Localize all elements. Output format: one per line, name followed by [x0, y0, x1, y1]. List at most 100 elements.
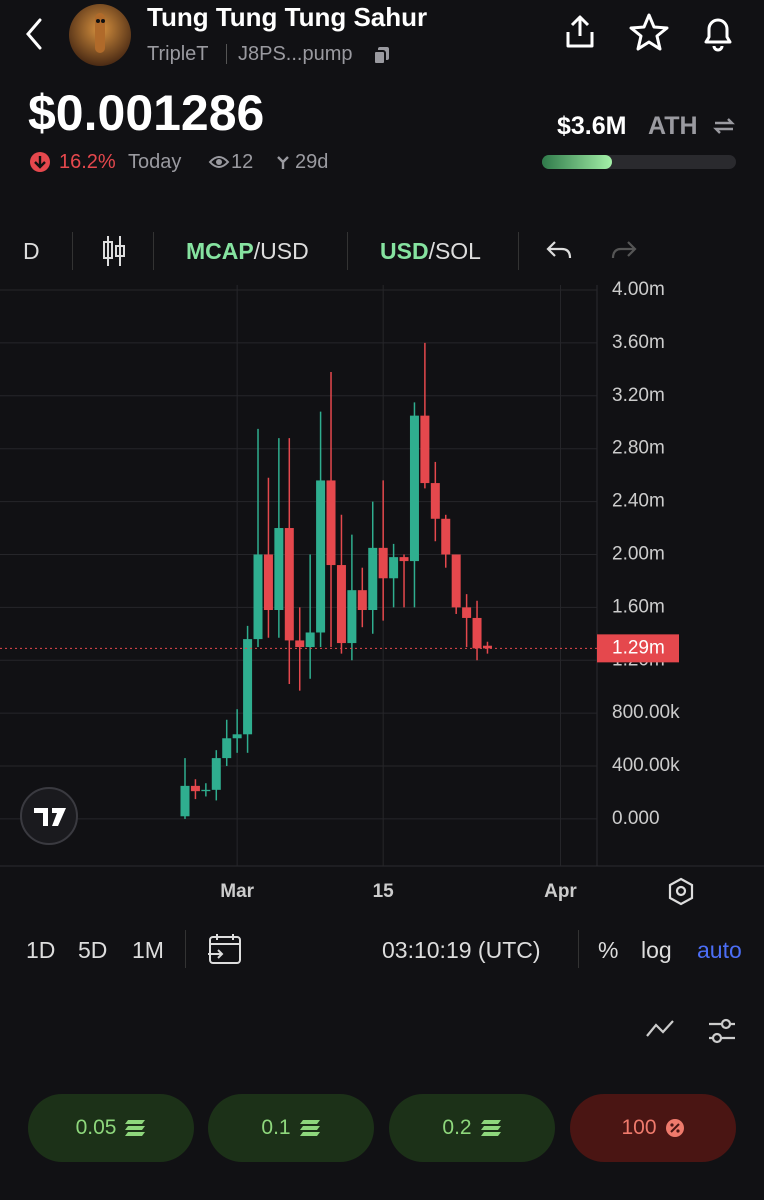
divider	[153, 232, 154, 270]
candle-body	[305, 632, 315, 648]
auto-scale[interactable]: auto	[697, 937, 742, 963]
candle-body	[482, 645, 492, 649]
log-scale[interactable]: log	[641, 937, 672, 963]
sol-icon	[480, 1120, 501, 1136]
alert-icon[interactable]	[698, 12, 738, 54]
candle-icon[interactable]	[100, 234, 128, 268]
divider	[185, 930, 186, 968]
candle-body	[295, 640, 305, 648]
change-period: Today	[128, 151, 182, 173]
age-icon	[277, 156, 289, 169]
candle-body	[326, 480, 336, 566]
mcap-toggle[interactable]: MCAP/USD	[186, 238, 309, 265]
range-1d[interactable]: 1D	[26, 937, 56, 963]
indicator-icon[interactable]	[644, 1016, 676, 1042]
currency-toggle[interactable]: USD/SOL	[380, 238, 481, 265]
share-icon[interactable]	[560, 12, 600, 52]
candlestick-chart: 0.000400.00k800.00k1.20m1.60m2.00m2.40m2…	[0, 279, 764, 906]
y-tick-label: 0.000	[612, 808, 660, 829]
divider	[518, 232, 519, 270]
range-5d[interactable]: 5D	[78, 937, 108, 963]
x-tick-label: Apr	[544, 881, 577, 902]
last-price-tag	[597, 634, 679, 663]
copy-icon[interactable]	[372, 45, 392, 65]
buy-amount: 0.05	[75, 1116, 117, 1139]
favorite-icon[interactable]	[628, 12, 670, 52]
x-tick-label: 15	[373, 881, 395, 902]
ath-label: ATH	[648, 112, 698, 140]
percent-icon	[665, 1119, 684, 1137]
settings-icon[interactable]	[668, 877, 694, 906]
candle-body	[284, 528, 294, 641]
sol-icon	[299, 1120, 320, 1136]
clock: 03:10:19 (UTC)	[382, 937, 541, 963]
y-tick-label: 800.00k	[612, 702, 680, 723]
usd: USD	[380, 238, 429, 264]
mcap-unit: /USD	[253, 238, 309, 264]
divider	[226, 44, 227, 64]
candle-body	[316, 480, 326, 633]
divider	[347, 232, 348, 270]
percent-scale[interactable]: %	[598, 937, 619, 963]
buy-button[interactable]: 0.1	[208, 1094, 374, 1162]
candle-body	[190, 785, 200, 792]
candle-body	[357, 590, 367, 611]
range-1m[interactable]: 1M	[132, 937, 164, 963]
mcap: MCAP	[186, 238, 254, 264]
candle-body	[378, 547, 388, 579]
filter-icon[interactable]	[706, 1016, 738, 1046]
interval[interactable]: D	[23, 238, 40, 264]
candle-body	[336, 565, 346, 644]
price-change: 16.2%	[59, 151, 116, 173]
candle-body	[211, 758, 221, 790]
candle-body	[430, 483, 440, 519]
age: 29d	[295, 151, 329, 173]
candle-body	[222, 738, 232, 759]
buy-button[interactable]: 0.2	[389, 1094, 555, 1162]
y-tick-label: 3.60m	[612, 332, 665, 353]
buy-amount: 0.1	[261, 1116, 291, 1139]
tradingview-mark	[34, 808, 66, 826]
down-icon	[30, 152, 50, 172]
sol-icon	[125, 1120, 146, 1136]
y-tick-label: 2.80m	[612, 438, 665, 459]
buy-button[interactable]: 0.05	[28, 1094, 194, 1162]
price: $0.001286	[28, 85, 265, 141]
candle-body	[201, 789, 211, 792]
candle-body	[253, 554, 263, 640]
date-range-icon[interactable]	[206, 932, 244, 966]
candle-body	[441, 518, 451, 555]
last-price-label: 1.29m	[612, 637, 665, 658]
sell-button[interactable]: 100	[570, 1094, 736, 1162]
token-title: Tung Tung Tung Sahur	[147, 2, 428, 32]
divider	[72, 232, 73, 270]
candle-body	[462, 607, 472, 618]
candle-body	[243, 639, 253, 735]
swap-icon[interactable]	[712, 114, 736, 138]
views: 12	[231, 151, 254, 173]
candle-body	[409, 415, 419, 562]
tradingview-logo[interactable]	[20, 787, 78, 845]
redo-icon	[611, 241, 637, 259]
views-icon	[208, 156, 230, 168]
ath-progress	[542, 155, 736, 169]
sell-amount: 100	[621, 1116, 657, 1139]
y-tick-label: 1.60m	[612, 596, 665, 617]
candle-body	[389, 557, 399, 579]
candle-body	[274, 528, 284, 611]
undo-icon[interactable]	[545, 238, 573, 264]
ath-value: $3.6M	[557, 112, 627, 140]
y-tick-label: 400.00k	[612, 755, 680, 776]
candle-body	[232, 734, 242, 739]
token-avatar	[69, 4, 131, 66]
y-tick-label: 2.00m	[612, 543, 665, 564]
candle-body	[420, 415, 430, 484]
y-tick-label: 3.20m	[612, 385, 665, 406]
candle-body	[347, 590, 357, 644]
usd-unit: /SOL	[428, 238, 481, 264]
candle-body	[180, 785, 190, 817]
address: J8PS...pump	[238, 43, 353, 65]
back-button[interactable]	[20, 16, 50, 52]
